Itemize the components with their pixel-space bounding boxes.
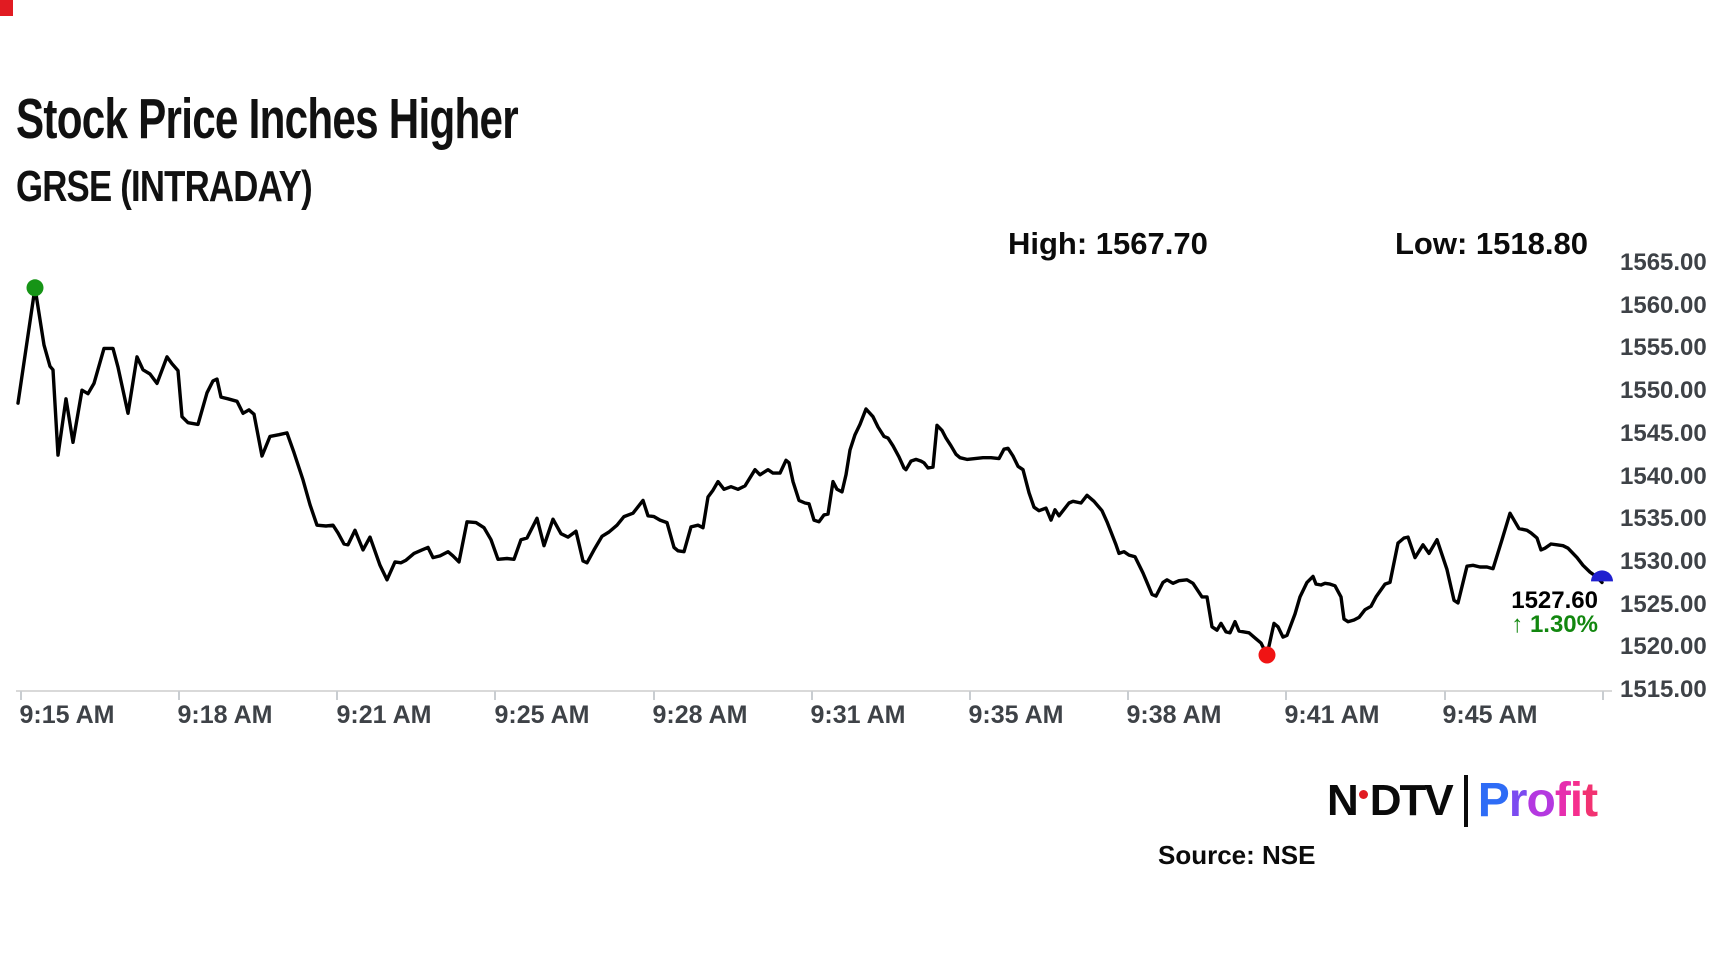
profit-letter: i xyxy=(1569,774,1583,827)
x-axis-tick-label: 9:28 AM xyxy=(652,701,748,729)
page-title: Stock Price Inches Higher xyxy=(16,87,519,151)
profit-letter: P xyxy=(1477,774,1510,827)
ndtv-letter-n: N xyxy=(1327,776,1359,825)
change-percent-text: 1.30% xyxy=(1529,611,1598,638)
profit-letter: o xyxy=(1526,774,1555,827)
x-axis-tick-label: 9:41 AM xyxy=(1284,701,1380,729)
y-axis-tick-label: 1545.00 xyxy=(1620,420,1707,447)
up-arrow-icon: ↑ xyxy=(1511,611,1524,638)
y-axis-tick-label: 1520.00 xyxy=(1620,633,1707,660)
ndtv-logo-dot-icon xyxy=(1358,789,1368,799)
logo-separator-bar xyxy=(1463,775,1468,827)
y-axis-tick-label: 1555.00 xyxy=(1620,334,1707,361)
x-axis-tick-label: 9:18 AM xyxy=(177,701,273,729)
profit-letter: t xyxy=(1582,774,1598,827)
session-low-label: Low: 1518.80 xyxy=(1395,226,1588,261)
y-axis-tick-label: 1525.00 xyxy=(1620,591,1707,618)
y-axis-tick-label: 1530.00 xyxy=(1620,548,1707,575)
y-axis-tick-label: 1560.00 xyxy=(1620,292,1707,319)
last-price-marker xyxy=(1591,570,1613,582)
session-low-marker xyxy=(1258,646,1276,664)
y-axis-tick-label: 1515.00 xyxy=(1620,676,1707,703)
session-high-label: High: 1567.70 xyxy=(1008,226,1208,261)
session-start-high-marker xyxy=(26,279,44,297)
y-axis-tick-label: 1550.00 xyxy=(1620,377,1707,404)
profit-letter: f xyxy=(1554,774,1571,827)
x-axis-tick-label: 9:15 AM xyxy=(19,701,115,729)
source-note: Source: NSE xyxy=(1158,840,1316,870)
y-axis-tick-label: 1565.00 xyxy=(1620,249,1707,276)
profit-letter: r xyxy=(1508,774,1528,827)
x-axis-tick-label: 9:21 AM xyxy=(336,701,432,729)
x-axis-tick-label: 9:38 AM xyxy=(1126,701,1222,729)
ndtv-wordmark: N DTV xyxy=(1327,776,1454,825)
y-axis-tick-label: 1535.00 xyxy=(1620,505,1707,532)
price-line xyxy=(16,286,1604,657)
profit-wordmark: P r o f i t xyxy=(1477,774,1598,827)
chart-subtitle: GRSE (INTRADAY) xyxy=(16,162,313,211)
corner-red-artifact xyxy=(0,0,13,16)
x-axis-tick-label: 9:45 AM xyxy=(1442,701,1538,729)
last-price-value: 1527.60 xyxy=(1511,587,1598,614)
ndtv-profit-logo: N DTV P r o f i t xyxy=(1327,772,1598,830)
x-axis-tick-label: 9:25 AM xyxy=(494,701,590,729)
ndtv-letters-dtv: DTV xyxy=(1369,776,1454,825)
x-axis-tick-label: 9:31 AM xyxy=(810,701,906,729)
y-axis-tick-label: 1540.00 xyxy=(1620,463,1707,490)
x-axis-tick-label: 9:35 AM xyxy=(968,701,1064,729)
last-change-percent: ↑ 1.30% xyxy=(1438,612,1598,638)
